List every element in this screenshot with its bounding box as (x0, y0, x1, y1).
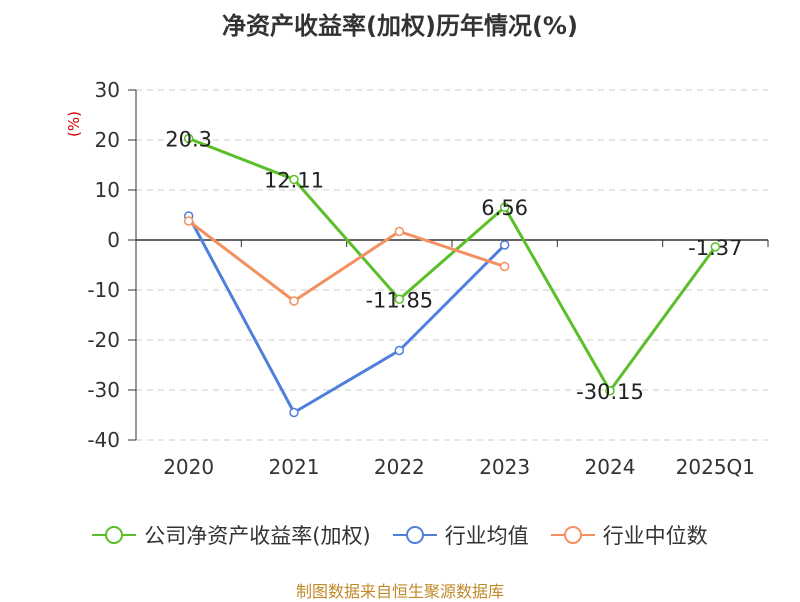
data-label: 12.11 (264, 168, 324, 192)
y-tick-label: 10 (95, 178, 120, 202)
data-point (710, 242, 721, 252)
data-point (394, 345, 405, 356)
y-tick-label: 20 (95, 128, 120, 152)
data-point (183, 133, 194, 144)
data-point (289, 407, 299, 418)
data-label: -1.37 (688, 236, 742, 260)
legend-swatch-industry-median-icon (550, 526, 595, 544)
data-point (183, 216, 194, 226)
y-tick-label: 30 (95, 78, 120, 102)
legend-swatch-industry-avg-icon (392, 526, 437, 544)
x-tick-label: 2020 (163, 455, 214, 479)
data-point (289, 174, 299, 185)
data-label: 20.3 (165, 128, 212, 152)
data-point (289, 296, 299, 306)
legend: 公司净资产收益率(加权) 行业均值 行业中位数 (0, 520, 800, 550)
series-line-2 (187, 219, 506, 303)
data-point (394, 226, 405, 237)
y-tick-label: -30 (87, 378, 120, 402)
legend-label-industry-median: 行业中位数 (602, 524, 708, 548)
legend-swatch-company-icon (92, 526, 137, 544)
data-point (394, 294, 405, 304)
y-tick-label: 0 (107, 228, 120, 252)
x-tick-label: 2022 (374, 455, 425, 479)
chart-title: 净资产收益率(加权)历年情况(%) (222, 12, 578, 40)
data-label: 6.56 (481, 196, 528, 220)
x-tick-label: 2024 (585, 455, 636, 479)
legend-item-industry-median[interactable]: 行业中位数 (550, 520, 708, 550)
x-tick-label: 2025Q1 (676, 455, 755, 479)
series-line-0 (188, 137, 717, 393)
data-point (499, 202, 510, 212)
data-point (605, 386, 615, 396)
y-tick-label: -20 (87, 328, 120, 352)
data-point (499, 240, 510, 250)
data-label: -30.15 (576, 380, 644, 404)
y-tick-label: -40 (87, 428, 120, 452)
y-tick-label: -10 (87, 278, 120, 302)
legend-label-industry-avg: 行业均值 (444, 524, 529, 548)
x-tick-label: 2021 (269, 455, 320, 479)
data-source-note: 制图数据来自恒生聚源数据库 (295, 582, 504, 601)
series-line-1 (187, 215, 506, 414)
data-label: -11.85 (365, 288, 433, 312)
legend-item-industry-avg[interactable]: 行业均值 (392, 520, 529, 550)
x-tick-label: 2023 (479, 455, 530, 479)
legend-label-company: 公司净资产收益率(加权) (144, 524, 371, 548)
legend-item-company[interactable]: 公司净资产收益率(加权) (92, 520, 371, 550)
data-point (499, 261, 510, 272)
